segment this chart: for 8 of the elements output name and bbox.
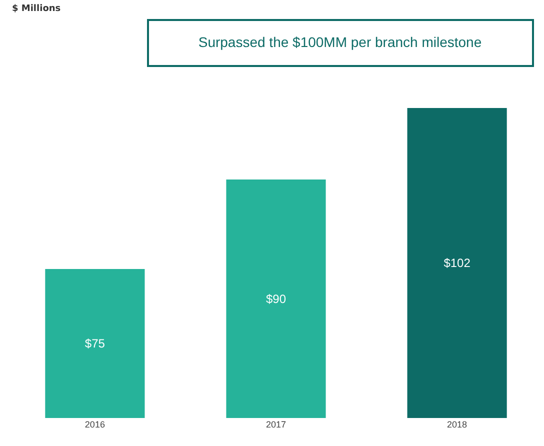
x-tick-label: 2016 xyxy=(84,420,105,430)
text: $ Millions xyxy=(12,4,61,14)
data-label: $102 xyxy=(444,256,471,270)
x-tick-label: 2017 xyxy=(266,420,286,430)
x-tick-label: 2018 xyxy=(447,420,468,430)
data-label: $75 xyxy=(84,336,106,350)
data-label: $90 xyxy=(266,292,286,306)
text: Surpassed the $100MM per branch milestone xyxy=(198,34,482,50)
